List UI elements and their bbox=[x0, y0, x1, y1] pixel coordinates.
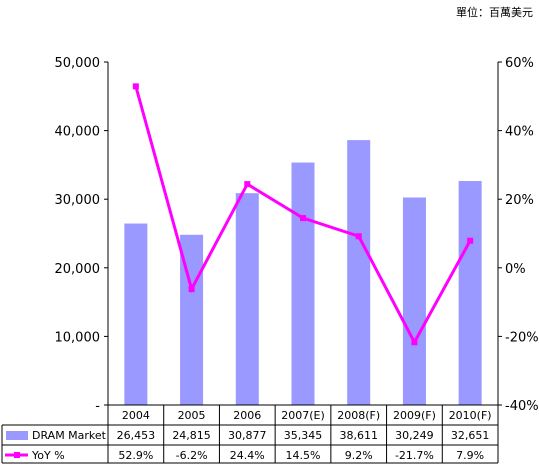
category-label: 2006 bbox=[233, 409, 261, 422]
bar-data-label: 24,815 bbox=[172, 429, 211, 442]
category-label: 2008(F) bbox=[337, 409, 380, 422]
bar-data-label: 38,611 bbox=[339, 429, 378, 442]
category-label: 2009(F) bbox=[393, 409, 436, 422]
bar-2004 bbox=[124, 223, 148, 405]
right-tick-label: 60% bbox=[505, 56, 534, 71]
right-tick-label: -40% bbox=[505, 399, 539, 414]
bar-data-label: 32,651 bbox=[451, 429, 490, 442]
category-label: 2007(E) bbox=[281, 409, 325, 422]
category-label: 2010(F) bbox=[449, 409, 492, 422]
right-tick-label: -20% bbox=[505, 330, 539, 345]
category-label: 2004 bbox=[122, 409, 150, 422]
yoy-point-2009(F) bbox=[411, 339, 418, 346]
legend-key-yoy-marker bbox=[14, 452, 20, 458]
yoy-point-2006 bbox=[244, 181, 251, 188]
bar-data-label: 35,345 bbox=[284, 429, 323, 442]
bar-data-label: 30,249 bbox=[395, 429, 434, 442]
yoy-data-label: 14.5% bbox=[286, 449, 321, 462]
category-label: 2005 bbox=[178, 409, 206, 422]
yoy-data-label: 7.9% bbox=[456, 449, 484, 462]
yoy-data-label: 9.2% bbox=[345, 449, 373, 462]
bar-2009(F) bbox=[402, 197, 426, 405]
unit-note: 單位：百萬美元 bbox=[456, 6, 533, 19]
bar-data-label: 30,877 bbox=[228, 429, 267, 442]
bar-2008(F) bbox=[347, 140, 371, 405]
yoy-data-label: -6.2% bbox=[176, 449, 208, 462]
bar-2010(F) bbox=[458, 181, 482, 405]
left-tick-label: 30,000 bbox=[55, 193, 101, 208]
legend-key-dram-market bbox=[6, 431, 28, 440]
yoy-point-2007(E) bbox=[300, 215, 306, 222]
right-tick-label: 0% bbox=[505, 262, 526, 277]
left-tick-label: - bbox=[95, 399, 100, 414]
left-tick-label: 50,000 bbox=[55, 56, 101, 71]
bar-data-label: 26,453 bbox=[117, 429, 156, 442]
right-tick-label: 40% bbox=[505, 125, 534, 140]
right-tick-label: 20% bbox=[505, 193, 534, 208]
yoy-point-2010(F) bbox=[467, 237, 474, 244]
left-tick-label: 20,000 bbox=[55, 262, 101, 277]
yoy-point-2004 bbox=[132, 83, 139, 90]
left-tick-label: 10,000 bbox=[55, 330, 101, 345]
legend-label-dram-market: DRAM Market bbox=[32, 429, 107, 442]
bar-2007(E) bbox=[291, 162, 315, 405]
left-tick-label: 40,000 bbox=[55, 125, 101, 140]
yoy-point-2008(F) bbox=[355, 233, 362, 240]
legend-label-yoy: YoY % bbox=[31, 449, 65, 462]
yoy-data-label: 24.4% bbox=[230, 449, 265, 462]
yoy-data-label: -21.7% bbox=[395, 449, 434, 462]
yoy-point-2005 bbox=[188, 286, 195, 293]
bar-2006 bbox=[235, 193, 259, 405]
yoy-data-label: 52.9% bbox=[118, 449, 153, 462]
